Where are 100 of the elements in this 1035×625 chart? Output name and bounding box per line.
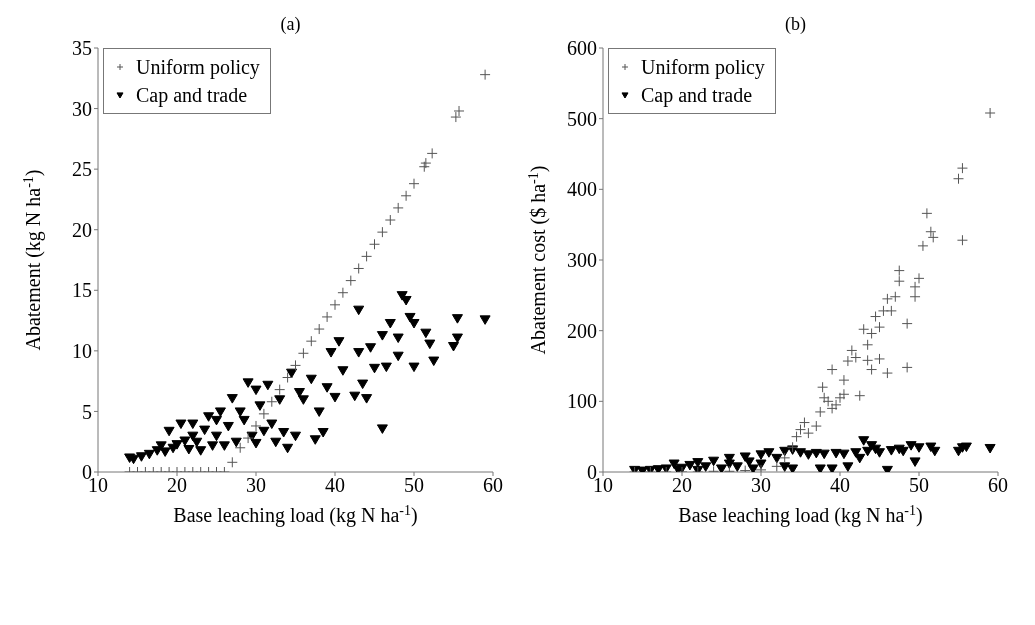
point	[842, 462, 854, 472]
chart-title: (a)	[280, 14, 301, 35]
legend-label: Uniform policy	[136, 55, 260, 81]
point	[802, 450, 814, 460]
point	[684, 460, 696, 471]
point	[779, 462, 791, 472]
point	[889, 291, 901, 303]
legend-label: Cap and trade	[641, 83, 753, 109]
point	[802, 427, 814, 439]
point	[921, 207, 933, 219]
point	[909, 281, 921, 293]
point	[858, 436, 870, 446]
y-tick-label: 0	[587, 461, 597, 484]
point	[814, 406, 826, 418]
point	[369, 238, 380, 250]
point	[885, 446, 897, 456]
point	[901, 318, 913, 330]
point	[290, 359, 301, 371]
point	[420, 157, 432, 169]
point	[826, 364, 838, 376]
y-tick-label: 500	[567, 107, 597, 130]
point	[376, 226, 388, 238]
y-tick-label: 35	[72, 37, 92, 60]
point	[392, 202, 404, 214]
legend-label: Uniform policy	[641, 55, 765, 81]
point	[842, 355, 854, 367]
y-tick-label: 200	[567, 319, 597, 342]
point	[909, 457, 921, 467]
point	[313, 323, 325, 335]
point	[771, 460, 783, 472]
point	[810, 420, 822, 432]
point	[956, 234, 968, 246]
point	[870, 311, 882, 323]
point	[874, 321, 885, 333]
y-tick-label: 15	[72, 279, 92, 302]
point	[830, 399, 842, 411]
point	[862, 339, 874, 351]
point	[834, 392, 846, 404]
x-tick-label: 60	[483, 474, 503, 497]
point	[479, 69, 491, 81]
point	[818, 392, 830, 404]
x-tick-label: 40	[830, 474, 850, 497]
point	[913, 272, 925, 284]
x-tick-label: 50	[404, 474, 424, 497]
point	[692, 458, 704, 468]
point	[700, 462, 712, 472]
point	[353, 262, 365, 274]
point	[779, 452, 791, 464]
point	[838, 374, 850, 386]
point	[361, 250, 373, 262]
point	[874, 353, 885, 365]
point	[345, 275, 357, 287]
x-tick-label: 40	[325, 474, 345, 497]
point	[329, 299, 341, 311]
point	[862, 354, 874, 366]
point	[755, 450, 767, 460]
y-tick-label: 0	[82, 461, 92, 484]
point	[909, 291, 921, 303]
y-tick-label: 100	[567, 390, 597, 413]
y-tick-label: 400	[567, 178, 597, 201]
y-tick-label: 10	[72, 339, 92, 362]
point	[881, 367, 893, 379]
point	[893, 265, 905, 277]
point	[791, 431, 803, 443]
point	[716, 464, 727, 472]
point	[960, 442, 972, 453]
x-tick-label: 20	[672, 474, 692, 497]
point	[984, 107, 996, 119]
point	[731, 462, 743, 472]
point	[885, 305, 897, 317]
y-tick-label: 5	[82, 400, 92, 423]
point	[337, 287, 349, 299]
point	[893, 275, 905, 287]
point	[854, 390, 866, 402]
point	[854, 453, 866, 464]
point	[408, 178, 420, 190]
point	[838, 449, 850, 460]
point	[771, 453, 783, 464]
y-tick-label: 20	[72, 218, 92, 241]
x-tick-label: 50	[909, 474, 929, 497]
point	[866, 364, 878, 376]
point	[400, 190, 412, 202]
point	[901, 361, 913, 373]
point	[763, 448, 775, 458]
legend-label: Cap and trade	[136, 83, 248, 109]
point	[877, 305, 889, 317]
x-tick-label: 60	[988, 474, 1008, 497]
point	[850, 448, 862, 458]
point	[297, 347, 309, 359]
point	[838, 388, 850, 400]
point	[453, 105, 465, 117]
point	[708, 456, 720, 467]
point	[795, 424, 806, 436]
point	[787, 441, 799, 453]
point	[798, 417, 810, 429]
y-tick-label: 600	[567, 37, 597, 60]
point	[384, 214, 396, 226]
point	[917, 240, 929, 252]
chart-title: (b)	[785, 14, 806, 35]
x-tick-label: 20	[167, 474, 187, 497]
